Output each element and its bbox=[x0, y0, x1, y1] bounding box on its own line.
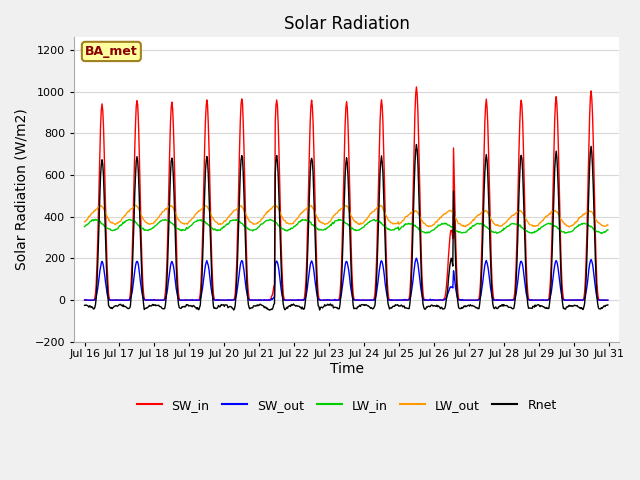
Rnet bbox=[266, 307, 273, 313]
LW_in bbox=[604, 227, 612, 233]
Text: BA_met: BA_met bbox=[85, 45, 138, 58]
SW_in bbox=[426, 297, 433, 303]
Rnet bbox=[413, 142, 420, 147]
SW_out bbox=[410, 266, 418, 272]
Rnet bbox=[225, 304, 232, 310]
SW_out bbox=[225, 297, 233, 303]
SW_in bbox=[144, 297, 152, 303]
SW_out bbox=[426, 296, 434, 302]
SW_out bbox=[413, 255, 420, 261]
SW_out bbox=[81, 297, 88, 303]
Rnet bbox=[81, 302, 88, 308]
SW_out bbox=[604, 297, 612, 303]
LW_in bbox=[81, 224, 88, 229]
Rnet bbox=[144, 304, 152, 310]
LW_out bbox=[565, 224, 573, 230]
Y-axis label: Solar Radiation (W/m2): Solar Radiation (W/m2) bbox=[15, 109, 29, 271]
Line: SW_out: SW_out bbox=[84, 258, 608, 300]
LW_in bbox=[426, 229, 433, 235]
Legend: SW_in, SW_out, LW_in, LW_out, Rnet: SW_in, SW_out, LW_in, LW_out, Rnet bbox=[132, 394, 561, 417]
SW_out bbox=[91, 297, 99, 303]
SW_in bbox=[410, 168, 417, 174]
LW_out bbox=[197, 207, 205, 213]
LW_in bbox=[197, 217, 205, 223]
LW_out bbox=[604, 222, 612, 228]
SW_in bbox=[413, 84, 420, 90]
LW_in bbox=[410, 223, 418, 228]
Rnet bbox=[604, 302, 612, 308]
LW_out bbox=[90, 208, 98, 214]
Rnet bbox=[426, 304, 434, 310]
LW_in bbox=[144, 228, 152, 233]
SW_out bbox=[198, 290, 205, 296]
SW_out bbox=[84, 297, 92, 303]
SW_in bbox=[90, 297, 98, 303]
X-axis label: Time: Time bbox=[330, 361, 364, 376]
LW_in bbox=[598, 230, 606, 236]
Line: Rnet: Rnet bbox=[84, 144, 608, 310]
LW_in bbox=[225, 221, 232, 227]
LW_in bbox=[90, 217, 98, 223]
Line: SW_in: SW_in bbox=[84, 87, 608, 300]
SW_in bbox=[81, 297, 88, 303]
LW_out bbox=[81, 219, 88, 225]
LW_in bbox=[266, 216, 274, 222]
LW_out bbox=[144, 221, 152, 227]
SW_in bbox=[225, 297, 232, 303]
LW_out bbox=[410, 209, 418, 215]
Title: Solar Radiation: Solar Radiation bbox=[284, 15, 410, 33]
SW_in bbox=[197, 279, 205, 285]
LW_out bbox=[426, 223, 433, 229]
SW_out bbox=[145, 297, 152, 303]
Line: LW_in: LW_in bbox=[84, 219, 608, 233]
Rnet bbox=[90, 306, 98, 312]
Rnet bbox=[410, 181, 418, 187]
Line: LW_out: LW_out bbox=[84, 205, 608, 227]
Rnet bbox=[197, 292, 205, 298]
LW_out bbox=[201, 202, 209, 208]
SW_in bbox=[604, 297, 612, 303]
LW_out bbox=[225, 213, 233, 219]
